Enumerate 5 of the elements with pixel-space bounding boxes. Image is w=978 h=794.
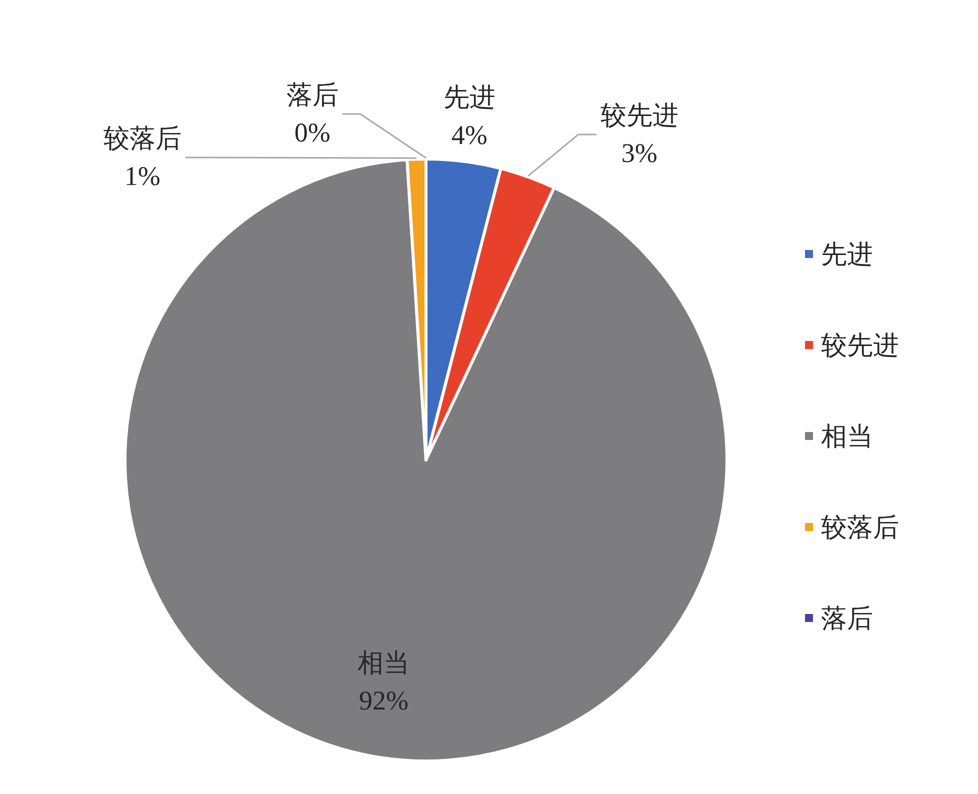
legend-label: 较先进: [821, 331, 899, 361]
legend-label: 相当: [821, 422, 873, 452]
legend-label: 先进: [821, 240, 873, 270]
legend-label: 较落后: [821, 513, 899, 543]
legend-label: 落后: [821, 604, 873, 634]
